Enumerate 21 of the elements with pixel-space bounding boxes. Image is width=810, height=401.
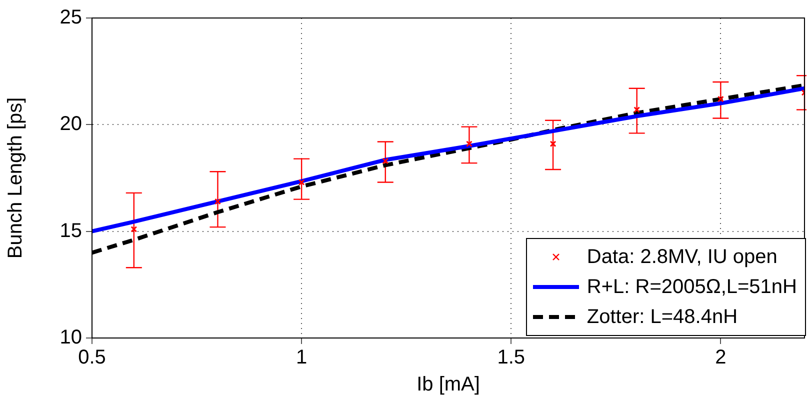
y-tick-label: 15: [60, 220, 82, 242]
point: [214, 198, 221, 205]
point: [550, 140, 556, 148]
x-tick-label: 0.5: [78, 346, 106, 369]
point: [634, 106, 640, 113]
y-tick-label: 10: [60, 326, 82, 349]
point: [130, 226, 138, 232]
y-tick-label: 25: [60, 6, 82, 29]
x-tick-label: 1: [296, 346, 308, 369]
legend-label: R+L: R=2005Ω,L=51nH: [586, 275, 797, 300]
point: [298, 179, 305, 186]
y-tick-label: 20: [60, 113, 82, 136]
point: [717, 96, 724, 102]
x-axis-title: Ib [mA]: [416, 374, 480, 396]
point: [382, 158, 389, 164]
point: [466, 140, 472, 148]
x-tick-label: 1.5: [497, 346, 526, 369]
x-tick-label: 2: [715, 346, 726, 369]
legend-label: Data: 2.8MV, IU open: [586, 245, 778, 270]
legend-label: Zotter: L=48.4nH: [586, 305, 738, 330]
y-axis-title: Bunch Length [ps]: [4, 97, 27, 259]
